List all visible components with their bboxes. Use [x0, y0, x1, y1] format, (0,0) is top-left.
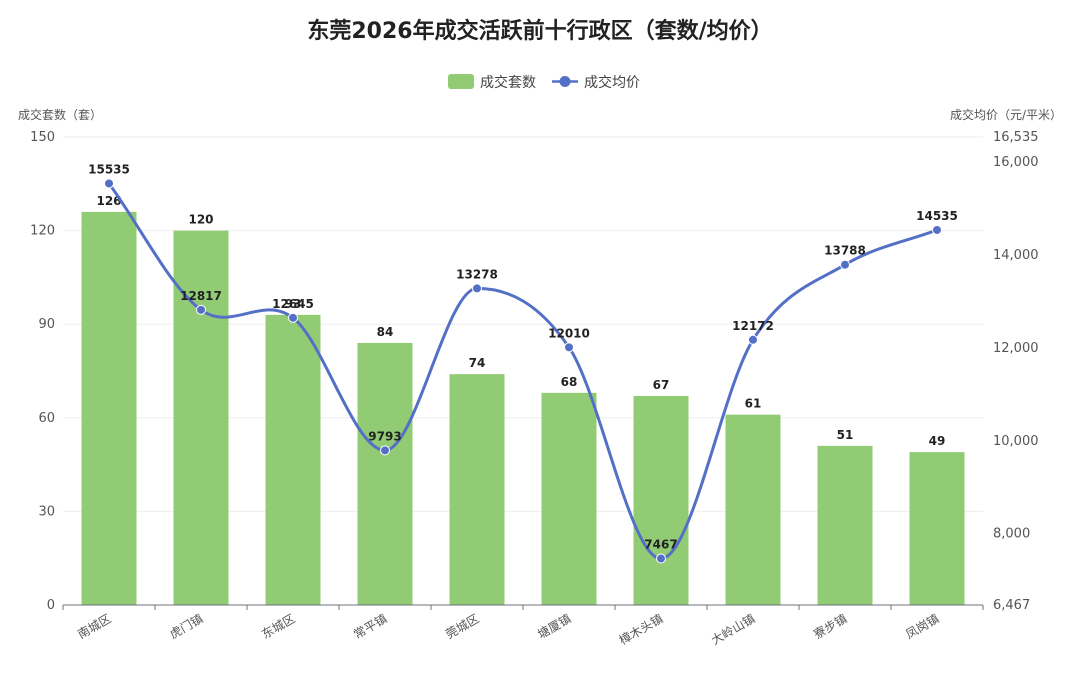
line-value-label: 12817	[180, 289, 222, 303]
line-point[interactable]	[748, 334, 758, 345]
x-tick-label: 塘厦镇	[535, 611, 574, 642]
bar-value-label: 120	[188, 213, 213, 227]
bar[interactable]	[817, 445, 873, 605]
bar-series[interactable]	[81, 211, 965, 605]
y-left-tick-label: 150	[30, 130, 55, 145]
line-value-label: 7467	[644, 538, 677, 552]
y-left-ticks: 0 30 60 90 120 150	[30, 130, 55, 613]
bar-value-label: 126	[96, 194, 121, 208]
bar-value-label: 61	[745, 397, 762, 411]
y-right-tick-label: 10,000	[993, 434, 1039, 449]
line-value-label: 13278	[456, 267, 498, 281]
line-point[interactable]	[840, 259, 850, 270]
bar[interactable]	[265, 314, 321, 605]
legend-line-label[interactable]: 成交均价	[584, 74, 640, 91]
line-value-label: 14535	[916, 209, 958, 223]
line-point[interactable]	[104, 178, 114, 189]
bar-value-label: 51	[837, 428, 854, 442]
bar-value-label: 74	[469, 356, 486, 370]
line-point[interactable]	[564, 342, 574, 353]
line-value-label: 12010	[548, 326, 590, 340]
line-path[interactable]	[107, 182, 938, 561]
x-axis: 南城区 虎门镇 东城区 常平镇 莞城区 塘厦镇 樟木头镇 大岭山镇 寮步镇 凤岗镇	[62, 604, 984, 648]
line-value-label: 9793	[368, 429, 401, 443]
y-left-tick-label: 60	[38, 411, 55, 426]
bar[interactable]	[357, 342, 413, 605]
bar[interactable]	[725, 414, 781, 605]
bar-value-label: 68	[561, 375, 578, 389]
line-point[interactable]	[472, 283, 482, 294]
legend-bar-swatch	[448, 74, 474, 89]
line-point[interactable]	[656, 553, 666, 564]
y-right-tick-label: 6,467	[993, 598, 1030, 613]
bar[interactable]	[173, 230, 229, 605]
y-right-tick-label: 8,000	[993, 527, 1030, 542]
line-value-label: 12645	[272, 297, 314, 311]
x-tick-label: 莞城区	[443, 611, 481, 641]
y-right-tick-label: 12,000	[993, 341, 1039, 356]
line-data-labels: 1553512817126459793132781201074671217213…	[88, 162, 958, 551]
legend[interactable]: 成交套数 成交均价	[448, 74, 640, 91]
line-point[interactable]	[196, 304, 206, 315]
bar[interactable]	[81, 211, 137, 605]
x-tick-label: 南城区	[75, 611, 114, 642]
line-value-label: 13788	[824, 244, 866, 258]
line-point[interactable]	[932, 224, 942, 235]
y-right-ticks: 6,467 8,000 10,000 12,000 14,000 16,000 16,535	[993, 130, 1039, 613]
x-tick-label: 常平镇	[351, 611, 389, 641]
y-left-axis-label: 成交套数（套）	[18, 107, 102, 122]
line-value-label: 15535	[88, 162, 130, 176]
y-left-tick-label: 120	[30, 224, 55, 239]
line-point[interactable]	[380, 445, 390, 456]
bar-value-label: 67	[653, 378, 670, 392]
y-right-tick-label: 16,000	[993, 155, 1039, 170]
bar-data-labels: 126 120 93 84 74 68 67 61 51 49	[96, 194, 945, 448]
y-left-tick-label: 90	[38, 317, 55, 332]
bar[interactable]	[541, 392, 597, 605]
chart-title: 东莞2026年成交活跃前十行政区（套数/均价）	[307, 18, 772, 44]
y-right-axis-label: 成交均价（元/平米）	[950, 107, 1062, 122]
y-left-tick-label: 30	[38, 504, 55, 519]
legend-line-marker	[559, 76, 571, 87]
x-tick-label: 樟木头镇	[616, 611, 665, 648]
x-tick-label: 寮步镇	[811, 611, 850, 642]
bar[interactable]	[449, 374, 505, 605]
line-value-label: 12172	[732, 319, 774, 333]
bar[interactable]	[909, 452, 965, 605]
bar-value-label: 84	[377, 325, 394, 339]
x-tick-label: 虎门镇	[167, 611, 206, 642]
bar-value-label: 93	[285, 297, 302, 311]
bar-value-label: 49	[929, 434, 946, 448]
line-series[interactable]	[104, 178, 942, 564]
legend-bar-label[interactable]: 成交套数	[480, 74, 536, 91]
x-tick-label: 凤岗镇	[903, 611, 941, 641]
x-tick-label: 东城区	[259, 611, 297, 641]
bar[interactable]	[633, 395, 689, 605]
line-point[interactable]	[288, 312, 298, 323]
y-right-tick-label: 16,535	[993, 130, 1039, 145]
y-left-tick-label: 0	[47, 598, 55, 613]
y-right-tick-label: 14,000	[993, 248, 1039, 263]
x-tick-label: 大岭山镇	[709, 611, 758, 647]
